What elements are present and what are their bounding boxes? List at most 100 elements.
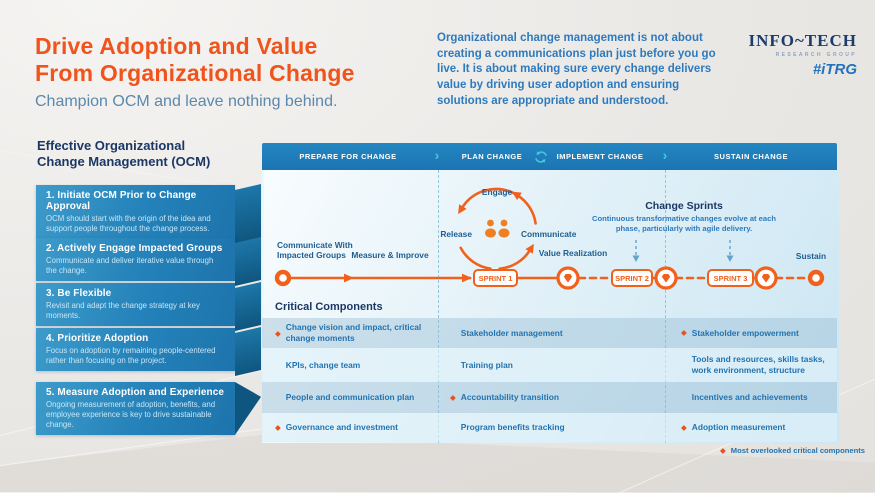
- component-label: Accountability transition: [460, 392, 559, 403]
- start-label-line1: Communicate With: [277, 240, 353, 250]
- diamond-bullet-icon: ◆: [681, 422, 687, 432]
- ocm-step-4-title: 4. Prioritize Adoption: [46, 333, 149, 344]
- component-label: Stakeholder management: [460, 327, 563, 338]
- release-label: Release: [440, 229, 472, 239]
- value-gem-nodes: [556, 266, 778, 290]
- chevron-right-icon: ›: [434, 147, 440, 163]
- value-realization-label: Value Realization: [539, 248, 607, 258]
- page-title-line1: Drive Adoption and Value: [35, 33, 318, 59]
- change-sprints-callout: Change Sprints Continuous transformative…: [589, 200, 779, 234]
- diamond-bullet-icon: ◆: [275, 422, 281, 432]
- component-label: Incentives and achievements: [691, 392, 808, 403]
- sprint-2-label: SPRINT 2: [615, 274, 649, 283]
- component-label: Change vision and impact, critical chang…: [285, 322, 422, 343]
- itrg-logo: #iTRG: [812, 61, 857, 78]
- page-subtitle: Champion OCM and leave nothing behind.: [35, 93, 338, 110]
- sprint-1-label: SPRINT 1: [479, 274, 513, 283]
- component-label: Program benefits tracking: [460, 422, 565, 433]
- card-3d-fold: [235, 281, 261, 331]
- table-cell: ◆ Stakeholder empowerment: [665, 328, 837, 339]
- engage-label: Engage: [482, 187, 513, 197]
- component-label: Adoption measurement: [691, 422, 786, 433]
- sprint-3-label: SPRINT 3: [714, 274, 748, 283]
- people-icon: [485, 219, 510, 238]
- critical-components-heading: Critical Components: [275, 301, 383, 313]
- ocm-step-2-title: 2. Actively Engage Impacted Groups: [46, 243, 223, 254]
- page-title: Drive Adoption and Value From Organizati…: [35, 33, 355, 87]
- component-label: Tools and resources, skills tasks, work …: [691, 354, 825, 375]
- phase-plan-change: PLAN CHANGE: [461, 152, 523, 161]
- column-divider: [438, 170, 439, 443]
- table-row: ◆Governance and investment ◆Program bene…: [262, 413, 837, 442]
- ocm-step-4-desc: Focus on adoption by remaining people-ce…: [46, 346, 216, 365]
- table-cell: ◆Training plan: [438, 360, 665, 371]
- gem-icon: [761, 274, 771, 283]
- flow-end-node: [807, 269, 825, 287]
- diamond-bullet-icon: ◆: [275, 328, 281, 338]
- table-row: ◆People and communication plan ◆ Accounta…: [262, 382, 837, 413]
- sidebar-heading-line2: Change Management (OCM): [37, 154, 211, 170]
- gem-icon: [661, 274, 671, 283]
- flow-arrowheads: [344, 191, 534, 283]
- phase-implement-change: IMPLEMENT CHANGE: [556, 152, 644, 161]
- change-sprints-desc: Continuous transformative changes evolve…: [592, 214, 776, 233]
- diamond-bullet-icon: ◆: [681, 328, 687, 338]
- phase-header-bar: PREPARE FOR CHANGE › PLAN CHANGE IMPLEME…: [262, 143, 837, 171]
- component-label: People and communication plan: [285, 392, 415, 403]
- ocm-step-1-title: 1. Initiate OCM Prior to Change Approval: [46, 190, 197, 212]
- ocm-step-3-card: 3. Be Flexible Revisit and adapt the cha…: [36, 281, 261, 331]
- card-3d-fold: [235, 382, 261, 435]
- legend: ◆ Most overlooked critical components: [720, 446, 865, 455]
- table-row: ◆KPIs, change team ◆Training plan ◆Tools…: [262, 348, 837, 382]
- table-cell: ◆Incentives and achievements: [665, 392, 837, 403]
- measure-improve-label: Measure & Improve: [351, 250, 429, 260]
- process-diagram-panel: PREPARE FOR CHANGE › PLAN CHANGE IMPLEME…: [262, 143, 839, 443]
- table-cell: ◆People and communication plan: [262, 392, 438, 403]
- component-label: Governance and investment: [285, 422, 398, 433]
- ocm-step-5-card: 5. Measure Adoption and Experience Ongoi…: [36, 382, 261, 435]
- critical-components-table: ◆ Change vision and impact, critical chan…: [262, 318, 837, 442]
- table-cell: ◆Program benefits tracking: [438, 422, 665, 433]
- table-row: ◆ Change vision and impact, critical chan…: [262, 318, 837, 348]
- cycle-refresh-icon: [535, 151, 547, 163]
- ocm-step-1-card: 1. Initiate OCM Prior to Change Approval…: [36, 183, 261, 244]
- infotech-wordmark: INFO~TECH: [748, 31, 857, 50]
- diagram-background: [262, 170, 839, 443]
- intro-paragraph: Organizational change management is not …: [437, 32, 716, 107]
- component-label: Training plan: [460, 359, 513, 370]
- phase-sustain-change: SUSTAIN CHANGE: [714, 152, 788, 161]
- sustain-label: Sustain: [796, 251, 826, 261]
- component-label: KPIs, change team: [285, 359, 361, 370]
- gem-icon: [563, 274, 573, 283]
- ocm-step-5-desc: Ongoing measurement of adoption, benefit…: [46, 400, 216, 429]
- ocm-step-2-desc: Communicate and deliver iterative value …: [46, 256, 214, 275]
- table-cell: ◆ Accountability transition: [438, 392, 665, 403]
- table-cell: ◆Stakeholder management: [438, 328, 665, 339]
- component-label: Stakeholder empowerment: [691, 327, 799, 338]
- page-title-line2: From Organizational Change: [35, 60, 355, 86]
- table-cell: ◆KPIs, change team: [262, 360, 438, 371]
- table-cell: ◆ Governance and investment: [262, 422, 438, 433]
- change-sprints-title: Change Sprints: [645, 200, 723, 212]
- ocm-step-3-desc: Revisit and adapt the change strategy at…: [46, 301, 200, 320]
- ocm-step-4-card: 4. Prioritize Adoption Focus on adoption…: [36, 326, 261, 376]
- sprint-pointer-arrows: [635, 240, 731, 255]
- ocm-step-5-title: 5. Measure Adoption and Experience: [46, 387, 225, 398]
- sprint-pills: SPRINT 1 SPRINT 2 SPRINT 3: [473, 269, 754, 287]
- communicate-label: Communicate: [521, 229, 577, 239]
- ocm-step-1-desc: OCM should start with the origin of the …: [46, 214, 211, 233]
- ocm-step-2-card: 2. Actively Engage Impacted Groups Commu…: [36, 236, 261, 286]
- sidebar-heading-line1: Effective Organizational: [37, 138, 186, 153]
- diamond-bullet-icon: ◆: [720, 446, 726, 455]
- ocm-step-3-title: 3. Be Flexible: [46, 288, 112, 299]
- table-cell: ◆ Change vision and impact, critical chan…: [262, 322, 438, 344]
- table-cell: ◆Tools and resources, skills tasks, work…: [665, 354, 837, 376]
- infotech-logo: INFO~TECH RESEARCH GROUP #iTRG: [735, 31, 857, 78]
- card-3d-fold: [235, 183, 261, 244]
- start-label-line2: Impacted Groups: [277, 250, 346, 260]
- flow-labels: Communicate With Impacted Groups Measure…: [277, 187, 826, 261]
- card-3d-fold: [235, 326, 261, 376]
- phase-prepare-for-change: PREPARE FOR CHANGE: [299, 152, 397, 161]
- card-3d-fold: [235, 236, 261, 286]
